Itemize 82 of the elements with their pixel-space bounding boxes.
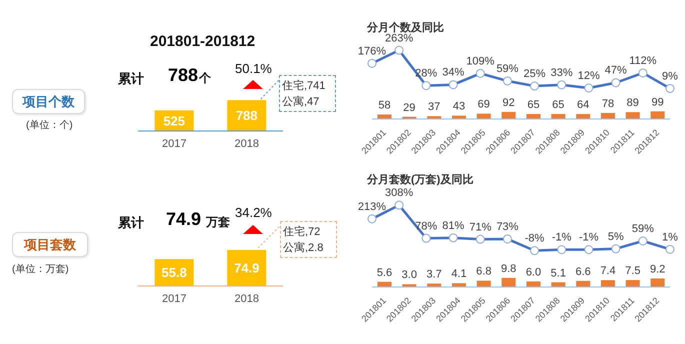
- data-label: 525: [163, 113, 186, 128]
- data-label: 74.9: [234, 260, 260, 276]
- data-label: 99: [652, 96, 664, 108]
- data-label: 6.6: [575, 266, 591, 278]
- bar: [526, 281, 540, 287]
- data-label: 47%: [604, 64, 628, 77]
- data-label: 55.8: [162, 265, 187, 280]
- data-label: 308%: [385, 187, 414, 200]
- text: 74.9: [166, 209, 202, 230]
- text: 项目套数: [22, 236, 77, 254]
- data-label: 788: [236, 108, 258, 124]
- data-label: 37: [428, 101, 440, 114]
- data-label: 34%: [442, 66, 464, 79]
- bar: [402, 284, 416, 287]
- bar: [576, 280, 590, 287]
- data-label: 59%: [632, 223, 654, 235]
- data-label: 112%: [629, 54, 657, 67]
- x-tick-label: 2017: [162, 292, 186, 305]
- data-label: 7.5: [625, 265, 640, 278]
- data-label: 263%: [385, 32, 414, 44]
- bar: [626, 280, 640, 287]
- text: (单位：万套): [12, 262, 69, 276]
- data-label: 9.8: [500, 262, 516, 275]
- chart-title: 分月个数及同比: [367, 20, 444, 34]
- data-label: 43: [452, 100, 466, 113]
- x-tick-label: 2018: [234, 138, 259, 150]
- text: (单位：个): [26, 118, 73, 132]
- text: 累计: [118, 214, 144, 232]
- data-label: 3.0: [402, 269, 417, 282]
- data-label: 1%: [662, 231, 678, 244]
- x-tick-label: 2018: [234, 292, 259, 305]
- data-label: 9%: [662, 70, 678, 82]
- data-label: 4.1: [451, 268, 467, 280]
- data-label: 5.1: [550, 267, 566, 280]
- text: 34.2%: [235, 205, 272, 220]
- data-label: 33%: [550, 66, 573, 79]
- text: 万套: [206, 214, 230, 231]
- text: 住宅,741: [282, 78, 326, 93]
- x-tick-label: 2017: [162, 138, 186, 150]
- bar: [502, 278, 516, 287]
- data-label: 73%: [496, 220, 519, 233]
- data-label: 176%: [358, 45, 386, 58]
- data-label: 213%: [358, 200, 386, 213]
- text: 50.1%: [235, 61, 272, 76]
- data-label: 3.7: [426, 268, 442, 281]
- data-label: 9.2: [650, 263, 666, 276]
- text: 项目个数: [21, 93, 76, 111]
- data-label: 78: [602, 98, 614, 110]
- text: 788: [168, 65, 198, 86]
- data-label: 25%: [524, 68, 546, 80]
- data-label: 65: [527, 98, 540, 111]
- data-label: 59%: [496, 62, 519, 75]
- data-label: -8%: [524, 232, 545, 245]
- data-label: -1%: [578, 232, 599, 244]
- text: 累计: [118, 70, 144, 88]
- chart-title: 201801-201812: [150, 33, 256, 50]
- data-label: 6.0: [526, 266, 542, 278]
- data-label: 29: [403, 102, 416, 114]
- data-label: -1%: [552, 232, 572, 244]
- data-label: 92: [502, 96, 515, 109]
- data-label: 58: [378, 100, 391, 112]
- bar: [600, 280, 615, 287]
- data-label: 5%: [608, 230, 624, 243]
- data-label: 7.4: [600, 265, 616, 278]
- text: 个: [199, 71, 211, 87]
- data-label: 81%: [442, 220, 464, 232]
- data-label: 109%: [466, 55, 495, 68]
- data-label: 69: [478, 98, 490, 111]
- bar: [476, 280, 491, 287]
- data-label: 6.8: [476, 266, 492, 278]
- data-label: 89: [626, 97, 639, 110]
- data-label: 12%: [578, 70, 600, 82]
- text: 住宅,72: [283, 224, 320, 239]
- annotation: 公寓,47: [282, 94, 320, 109]
- chart-title: 分月套数(万套)及同比: [367, 172, 474, 187]
- data-label: 64: [577, 99, 590, 112]
- bar: [452, 283, 466, 287]
- annotation: 公寓,2.8: [283, 240, 324, 255]
- data-label: 71%: [469, 221, 492, 234]
- bar: [650, 278, 665, 287]
- data-label: 5.6: [376, 266, 392, 279]
- data-label: 65: [552, 98, 564, 111]
